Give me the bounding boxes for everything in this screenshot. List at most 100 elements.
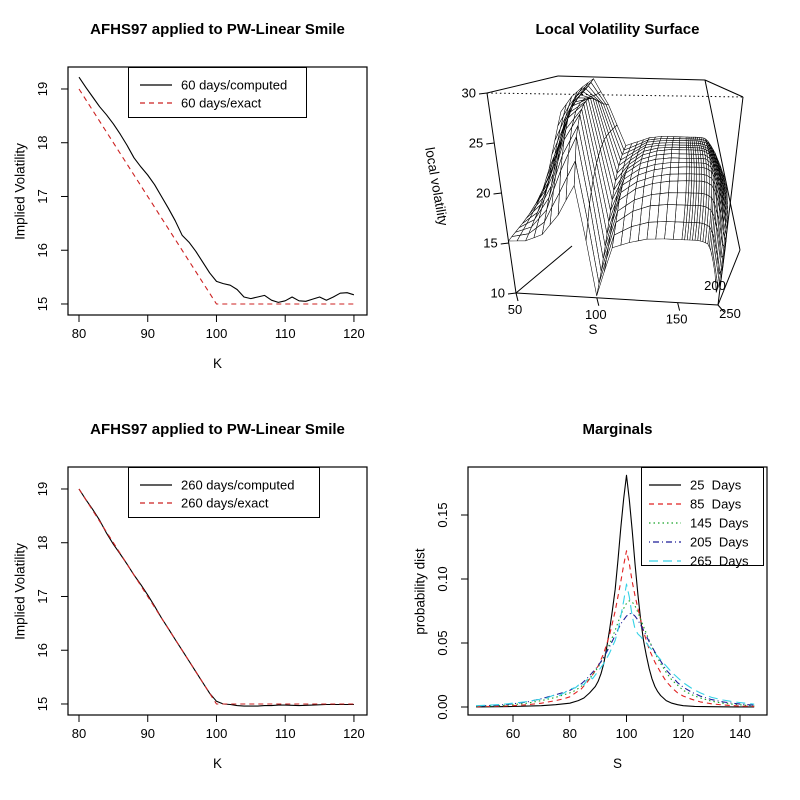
surface-facet <box>677 180 687 194</box>
series-line <box>476 474 755 708</box>
series-line <box>78 488 354 707</box>
surface-facet <box>670 157 680 163</box>
y-tick-label: 16 <box>35 243 50 257</box>
surface-facet <box>686 153 690 159</box>
x-tick-label: 80 <box>72 326 86 341</box>
series-line <box>476 583 755 707</box>
surface-facet <box>668 180 679 194</box>
surface-facet <box>674 204 686 223</box>
x-tick-label: 100 <box>616 726 638 741</box>
z-tick <box>486 142 495 145</box>
z-tick <box>493 192 502 195</box>
x-tick-label: 250 <box>719 306 741 321</box>
box-edge <box>515 245 573 294</box>
series-line <box>476 550 755 708</box>
y-tick-label: 18 <box>35 135 50 149</box>
y-tick-label: 19 <box>35 82 50 96</box>
x-axis-label: K <box>212 356 222 371</box>
surface-facet <box>678 149 687 155</box>
smile-260-chart: 80 90 100 110 120 15 16 17 18 19 260 days/computed… <box>35 466 368 741</box>
local-volatility-surface-chart: 10 15 20 25 30 50 100 150 250 200 <box>462 75 744 327</box>
y-tick-label: 0.15 <box>435 502 450 527</box>
legend-label: 260 days/computed <box>181 478 294 493</box>
x-tick-label: 80 <box>563 726 577 741</box>
x-tick <box>515 292 519 302</box>
surface-facet <box>669 173 679 182</box>
surface-facet <box>686 147 690 151</box>
legend-box <box>641 467 764 566</box>
surface-facet <box>669 166 679 175</box>
surface-facet <box>678 166 688 175</box>
surface-facet <box>508 234 521 242</box>
legend-label: 60 days/computed <box>181 78 287 93</box>
surface-facet <box>693 173 697 182</box>
x-tick <box>596 297 600 306</box>
y-tick-label: 19 <box>35 482 50 496</box>
surface-facet <box>703 174 708 183</box>
z-tick <box>507 292 517 295</box>
y-tick-label: 15 <box>35 297 50 311</box>
x-tick-label: 90 <box>140 726 154 741</box>
legend-label: 60 days/exact <box>181 96 262 111</box>
surface-facet <box>649 193 661 207</box>
x-tick-label: 100 <box>585 307 607 322</box>
surface-facet <box>651 182 662 195</box>
box-edge <box>704 79 741 251</box>
surface-facet <box>691 158 695 164</box>
x-tick-label: 100 <box>206 326 228 341</box>
surface-facet <box>693 166 697 175</box>
legend-label: 25 Days <box>690 478 742 493</box>
legend-label: 260 days/exact <box>181 496 269 511</box>
surface-facet <box>686 166 690 175</box>
y-tick-label: 0.05 <box>435 630 450 655</box>
series-line <box>78 76 355 303</box>
surface-facet <box>688 158 692 163</box>
z-tick-label: 20 <box>476 186 490 201</box>
z-tick <box>500 242 509 245</box>
surface-facet <box>670 153 680 159</box>
y-tick-label: 15 <box>35 697 50 711</box>
chart-title: Marginals <box>582 421 653 438</box>
panel-bottom-left: AFHS97 applied to PW-Linear Smile Implie… <box>0 400 400 800</box>
panel-bottom-right: Marginals probability dist S 60 80 100 120 1… <box>400 400 800 800</box>
x-tick-label: 150 <box>666 312 688 327</box>
x-tick-label: 100 <box>206 726 228 741</box>
chart-title: AFHS97 applied to PW-Linear Smile <box>90 21 345 38</box>
legend-label: 265 Days <box>690 554 749 569</box>
z-tick-label: 30 <box>462 86 476 101</box>
surface-facet <box>671 149 680 155</box>
surface-facet <box>660 136 668 139</box>
x-tick-label: 200 <box>704 278 726 293</box>
series-line <box>476 613 755 707</box>
surface-facet <box>658 192 669 206</box>
x-tick-label: 140 <box>729 726 751 741</box>
series-line <box>78 88 354 305</box>
surface-facet <box>686 158 690 163</box>
y-tick-label: 0.10 <box>435 566 450 591</box>
surface-facet <box>691 166 695 175</box>
x-tick <box>717 304 725 313</box>
x-axis-label: S <box>612 756 622 771</box>
surface-facet <box>665 204 677 223</box>
box-edge-dotted <box>486 92 744 98</box>
surface-facet <box>688 162 692 168</box>
box-edge <box>704 79 744 98</box>
x-tick-label: 60 <box>506 726 520 741</box>
y-tick-label: 17 <box>35 589 50 603</box>
series-line <box>476 600 755 708</box>
plot-border <box>467 466 768 716</box>
z-tick-label: 25 <box>469 136 483 151</box>
surface-facet <box>698 173 703 182</box>
z-tick-label: 15 <box>483 236 497 251</box>
box-edge <box>557 75 706 81</box>
surface-facet <box>659 180 670 194</box>
box-edge-front <box>515 292 719 306</box>
surface-facet <box>678 157 688 163</box>
y-tick-label: 17 <box>35 189 50 203</box>
legend-box <box>128 467 320 518</box>
marginals-chart: 60 80 100 120 140 0.00 0.05 0.10 0.15 25 Days 85 D… <box>435 466 768 741</box>
x-tick-label: 90 <box>140 326 154 341</box>
surface-facet <box>688 166 692 175</box>
surface-facet <box>691 162 695 168</box>
chart-title: Local Volatility Surface <box>535 21 700 38</box>
